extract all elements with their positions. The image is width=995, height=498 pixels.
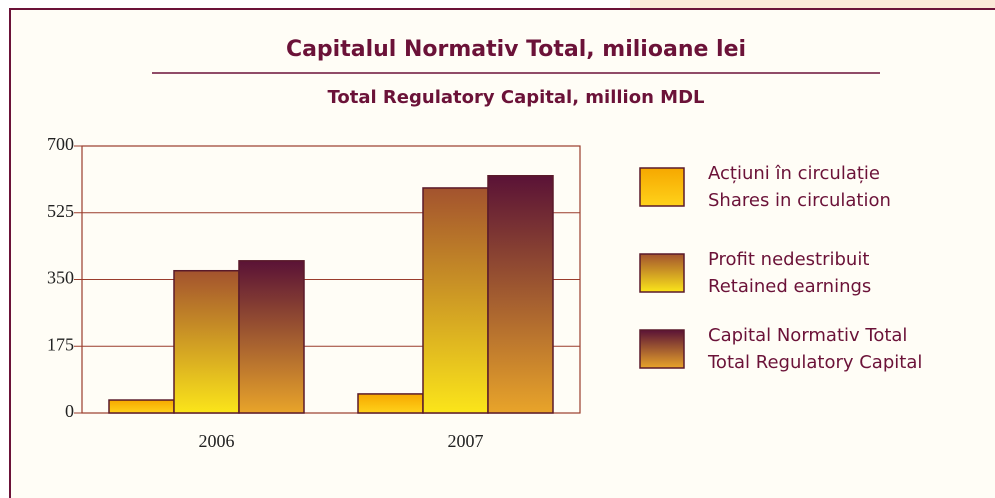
legend-swatch	[639, 329, 685, 369]
plot-frame	[81, 145, 581, 414]
legend-label: Retained earnings	[708, 276, 871, 297]
legend-label: Shares in circulation	[708, 190, 891, 211]
y-tick-label: 175	[47, 334, 74, 354]
chart-title: Capitalul Normativ Total, milioane lei	[286, 37, 746, 62]
bar	[108, 399, 175, 414]
y-tick-label: 700	[47, 134, 74, 154]
y-tick-label: 525	[47, 201, 74, 221]
legend-swatch	[639, 253, 685, 293]
chart-subtitle: Total Regulatory Capital, million MDL	[327, 87, 704, 108]
bar	[173, 269, 240, 414]
legend-label: Profit nedestribuit	[708, 249, 869, 270]
legend-swatch	[639, 167, 685, 207]
y-tick-label: 350	[47, 268, 74, 288]
bar	[357, 393, 424, 414]
bar	[238, 260, 305, 414]
legend-label: Acțiuni în circulație	[708, 163, 880, 184]
bar	[487, 175, 554, 414]
x-tick-label: 2006	[199, 431, 235, 451]
legend-label: Total Regulatory Capital	[707, 352, 922, 373]
x-tick-label: 2007	[448, 431, 484, 451]
legend-label: Capital Normativ Total	[708, 325, 907, 346]
bar	[422, 187, 489, 414]
y-tick-label: 0	[65, 401, 74, 421]
